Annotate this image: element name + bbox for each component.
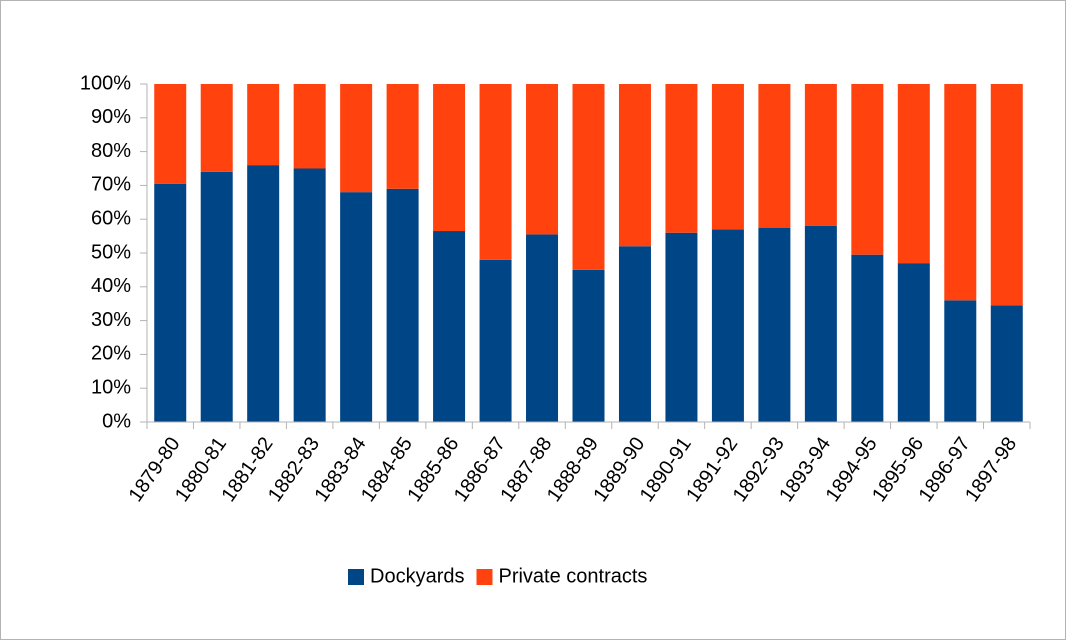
y-tick-label: 40%	[91, 275, 131, 297]
bar-segment	[386, 188, 419, 422]
y-tick-label: 60%	[91, 207, 131, 229]
bar-segment	[990, 305, 1023, 422]
bar-segment	[804, 225, 837, 422]
y-tick-label: 80%	[91, 140, 131, 162]
bar-segment	[758, 84, 791, 228]
bar-segment	[200, 171, 233, 422]
y-tick-label: 50%	[91, 241, 131, 263]
legend-swatch	[348, 569, 364, 585]
bar-segment	[526, 84, 559, 235]
bar-segment	[665, 84, 698, 233]
bar-segment	[154, 84, 187, 184]
bar-segment	[804, 84, 837, 226]
bar-segment	[247, 84, 280, 166]
bar-segment	[526, 234, 559, 422]
bar-segment	[897, 263, 930, 422]
bar-segment	[293, 168, 326, 422]
bar-segment	[154, 183, 187, 422]
y-tick-label: 10%	[91, 376, 131, 398]
bar-segment	[479, 84, 512, 260]
bar-segment	[851, 254, 884, 422]
bar-segment	[433, 84, 466, 232]
bar-segment	[851, 84, 884, 255]
legend-swatch	[476, 569, 493, 585]
bar-segment	[433, 231, 466, 422]
legend-label: Dockyards	[370, 565, 464, 587]
bar-segment	[944, 84, 977, 301]
bar-segment	[293, 84, 326, 169]
y-tick-label: 70%	[91, 174, 131, 196]
bar-segment	[618, 84, 651, 247]
bar-segment	[711, 229, 744, 422]
bar-segment	[386, 84, 419, 189]
y-tick-label: 100%	[80, 72, 131, 94]
bar-segment	[572, 84, 605, 270]
y-tick-label: 20%	[91, 343, 131, 365]
legend-label: Private contracts	[498, 565, 647, 587]
bar-segment	[247, 165, 280, 422]
bar-segment	[572, 269, 605, 422]
bar-segment	[340, 84, 373, 193]
bar-segment	[758, 227, 791, 422]
bar-segment	[340, 192, 373, 422]
y-tick-label: 90%	[91, 106, 131, 128]
bar-segment	[200, 84, 233, 172]
bar-segment	[897, 84, 930, 264]
y-tick-label: 0%	[102, 410, 131, 432]
y-tick-label: 30%	[91, 309, 131, 331]
bar-segment	[711, 84, 744, 230]
bar-segment	[944, 300, 977, 422]
bar-segment	[665, 232, 698, 422]
bar-segment	[479, 259, 512, 422]
bar-segment	[618, 246, 651, 422]
bar-segment	[990, 84, 1023, 306]
